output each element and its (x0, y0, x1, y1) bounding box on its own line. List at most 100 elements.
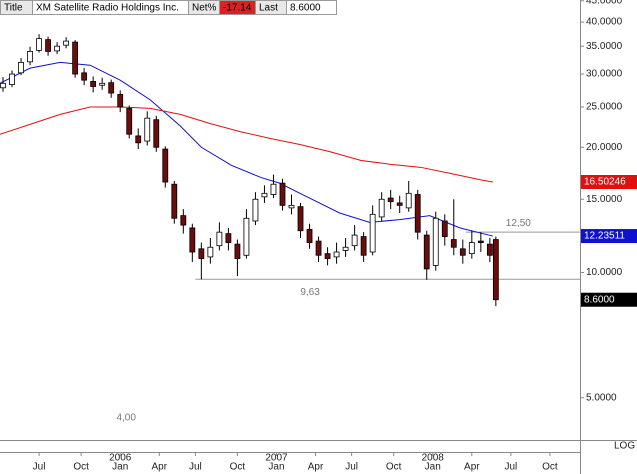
candle-body (396, 202, 403, 206)
y-tick-label: 35.0000 (586, 41, 623, 52)
candle-body (243, 217, 250, 256)
price-tag (581, 292, 637, 307)
candle-body (387, 197, 394, 203)
header-text: XM Satellite Radio Holdings Inc. (36, 3, 179, 14)
candle-body (351, 234, 358, 247)
candle-body (378, 198, 385, 218)
candle-body (261, 192, 268, 198)
x-tick-label: Jul (189, 462, 202, 473)
candle-body (252, 198, 259, 222)
x-tick-label: Apr (308, 462, 324, 473)
candle-body (207, 246, 214, 258)
candle-body (270, 183, 277, 195)
candle-body (297, 206, 304, 232)
x-tick-label: Jul (504, 462, 517, 473)
y-tick-label: 20.0000 (586, 142, 623, 153)
price-tag-label: 12.23511 (584, 231, 625, 242)
candle-body (45, 39, 51, 52)
y-tick-label: 30.0000 (586, 69, 623, 80)
y-tick-label: 25.0000 (586, 102, 623, 113)
candle-body (126, 108, 133, 135)
candle-body (81, 72, 88, 81)
x-tick-label: Jan (268, 462, 284, 473)
horizontal-line-label: 12,50 (506, 218, 531, 229)
candle-body (225, 233, 232, 243)
candle-body (369, 213, 376, 253)
candle-body (405, 192, 412, 209)
candle-body (468, 242, 475, 255)
candle-body (189, 227, 196, 253)
candle-body (99, 82, 106, 86)
x-tick-label: Jul (345, 462, 358, 473)
candle-body (306, 228, 313, 243)
candle-body (63, 40, 70, 46)
y-tick-label: 15.0000 (586, 194, 623, 205)
candle-body (72, 41, 79, 75)
horizontal-line-label: 9,63 (300, 287, 320, 298)
candle-body (333, 251, 340, 258)
candle-body (27, 51, 33, 63)
candle-body (135, 135, 142, 144)
candle-body (18, 61, 24, 74)
candle-body (162, 148, 169, 183)
candle-body (315, 240, 322, 256)
candle-body (432, 217, 439, 266)
y-tick-label: 5.0000 (586, 392, 617, 403)
candle-body (486, 243, 493, 256)
candle-body (288, 204, 295, 209)
candle-body (117, 94, 124, 108)
moving-average-line (0, 61, 493, 237)
year-label: 2006 (109, 453, 132, 464)
header-text: 8.6000 (290, 3, 321, 14)
price-tag-label: 8.6000 (584, 294, 615, 305)
price-tag (581, 175, 637, 190)
candle-body (492, 239, 499, 301)
price-tag-label: 16.50246 (584, 177, 626, 188)
annotation: 4,00 (116, 413, 136, 424)
candle-body (36, 38, 42, 51)
x-tick-label: Oct (386, 462, 402, 473)
y-tick-label: 45.0000 (586, 0, 623, 6)
candle-body (0, 82, 6, 89)
x-tick-label: Jan (425, 462, 441, 473)
candle-body (324, 253, 331, 259)
candle-body (477, 240, 484, 243)
header-text: Net% (192, 3, 217, 14)
candle-body (171, 183, 178, 219)
candle-body (360, 236, 367, 256)
candle-body (198, 248, 205, 259)
candle-body (90, 81, 97, 87)
x-tick-label: Apr (464, 462, 480, 473)
year-label: 2008 (422, 453, 445, 464)
year-label: 2007 (265, 453, 288, 464)
header-cell (286, 0, 337, 15)
candle-body (180, 215, 187, 226)
candle-body (414, 194, 421, 233)
header-text: Last (259, 3, 278, 14)
candle-body (423, 234, 430, 270)
moving-average-line (0, 106, 493, 183)
candle-body (342, 246, 349, 251)
x-tick-label: Oct (230, 462, 246, 473)
header-text: Title (4, 3, 23, 14)
candle-body (144, 117, 151, 142)
y-tick-label: 40.0000 (586, 17, 623, 28)
candle-body (153, 119, 160, 148)
price-tag (581, 229, 637, 244)
x-tick-label: Apr (151, 462, 167, 473)
candle-body (234, 243, 241, 259)
header-text: -17.14 (223, 3, 252, 14)
candle-body (450, 239, 457, 248)
candle-body (54, 45, 60, 52)
candle-body (459, 248, 466, 256)
x-tick-label: Jul (33, 462, 46, 473)
y-tick-label: 10.0000 (586, 267, 623, 278)
candle-body (279, 182, 286, 206)
candle-body (216, 231, 223, 247)
x-tick-label: Oct (542, 462, 558, 473)
candle-body (108, 82, 115, 94)
candle-body (441, 220, 448, 237)
x-tick-label: Oct (73, 462, 89, 473)
x-tick-label: Jan (112, 462, 128, 473)
